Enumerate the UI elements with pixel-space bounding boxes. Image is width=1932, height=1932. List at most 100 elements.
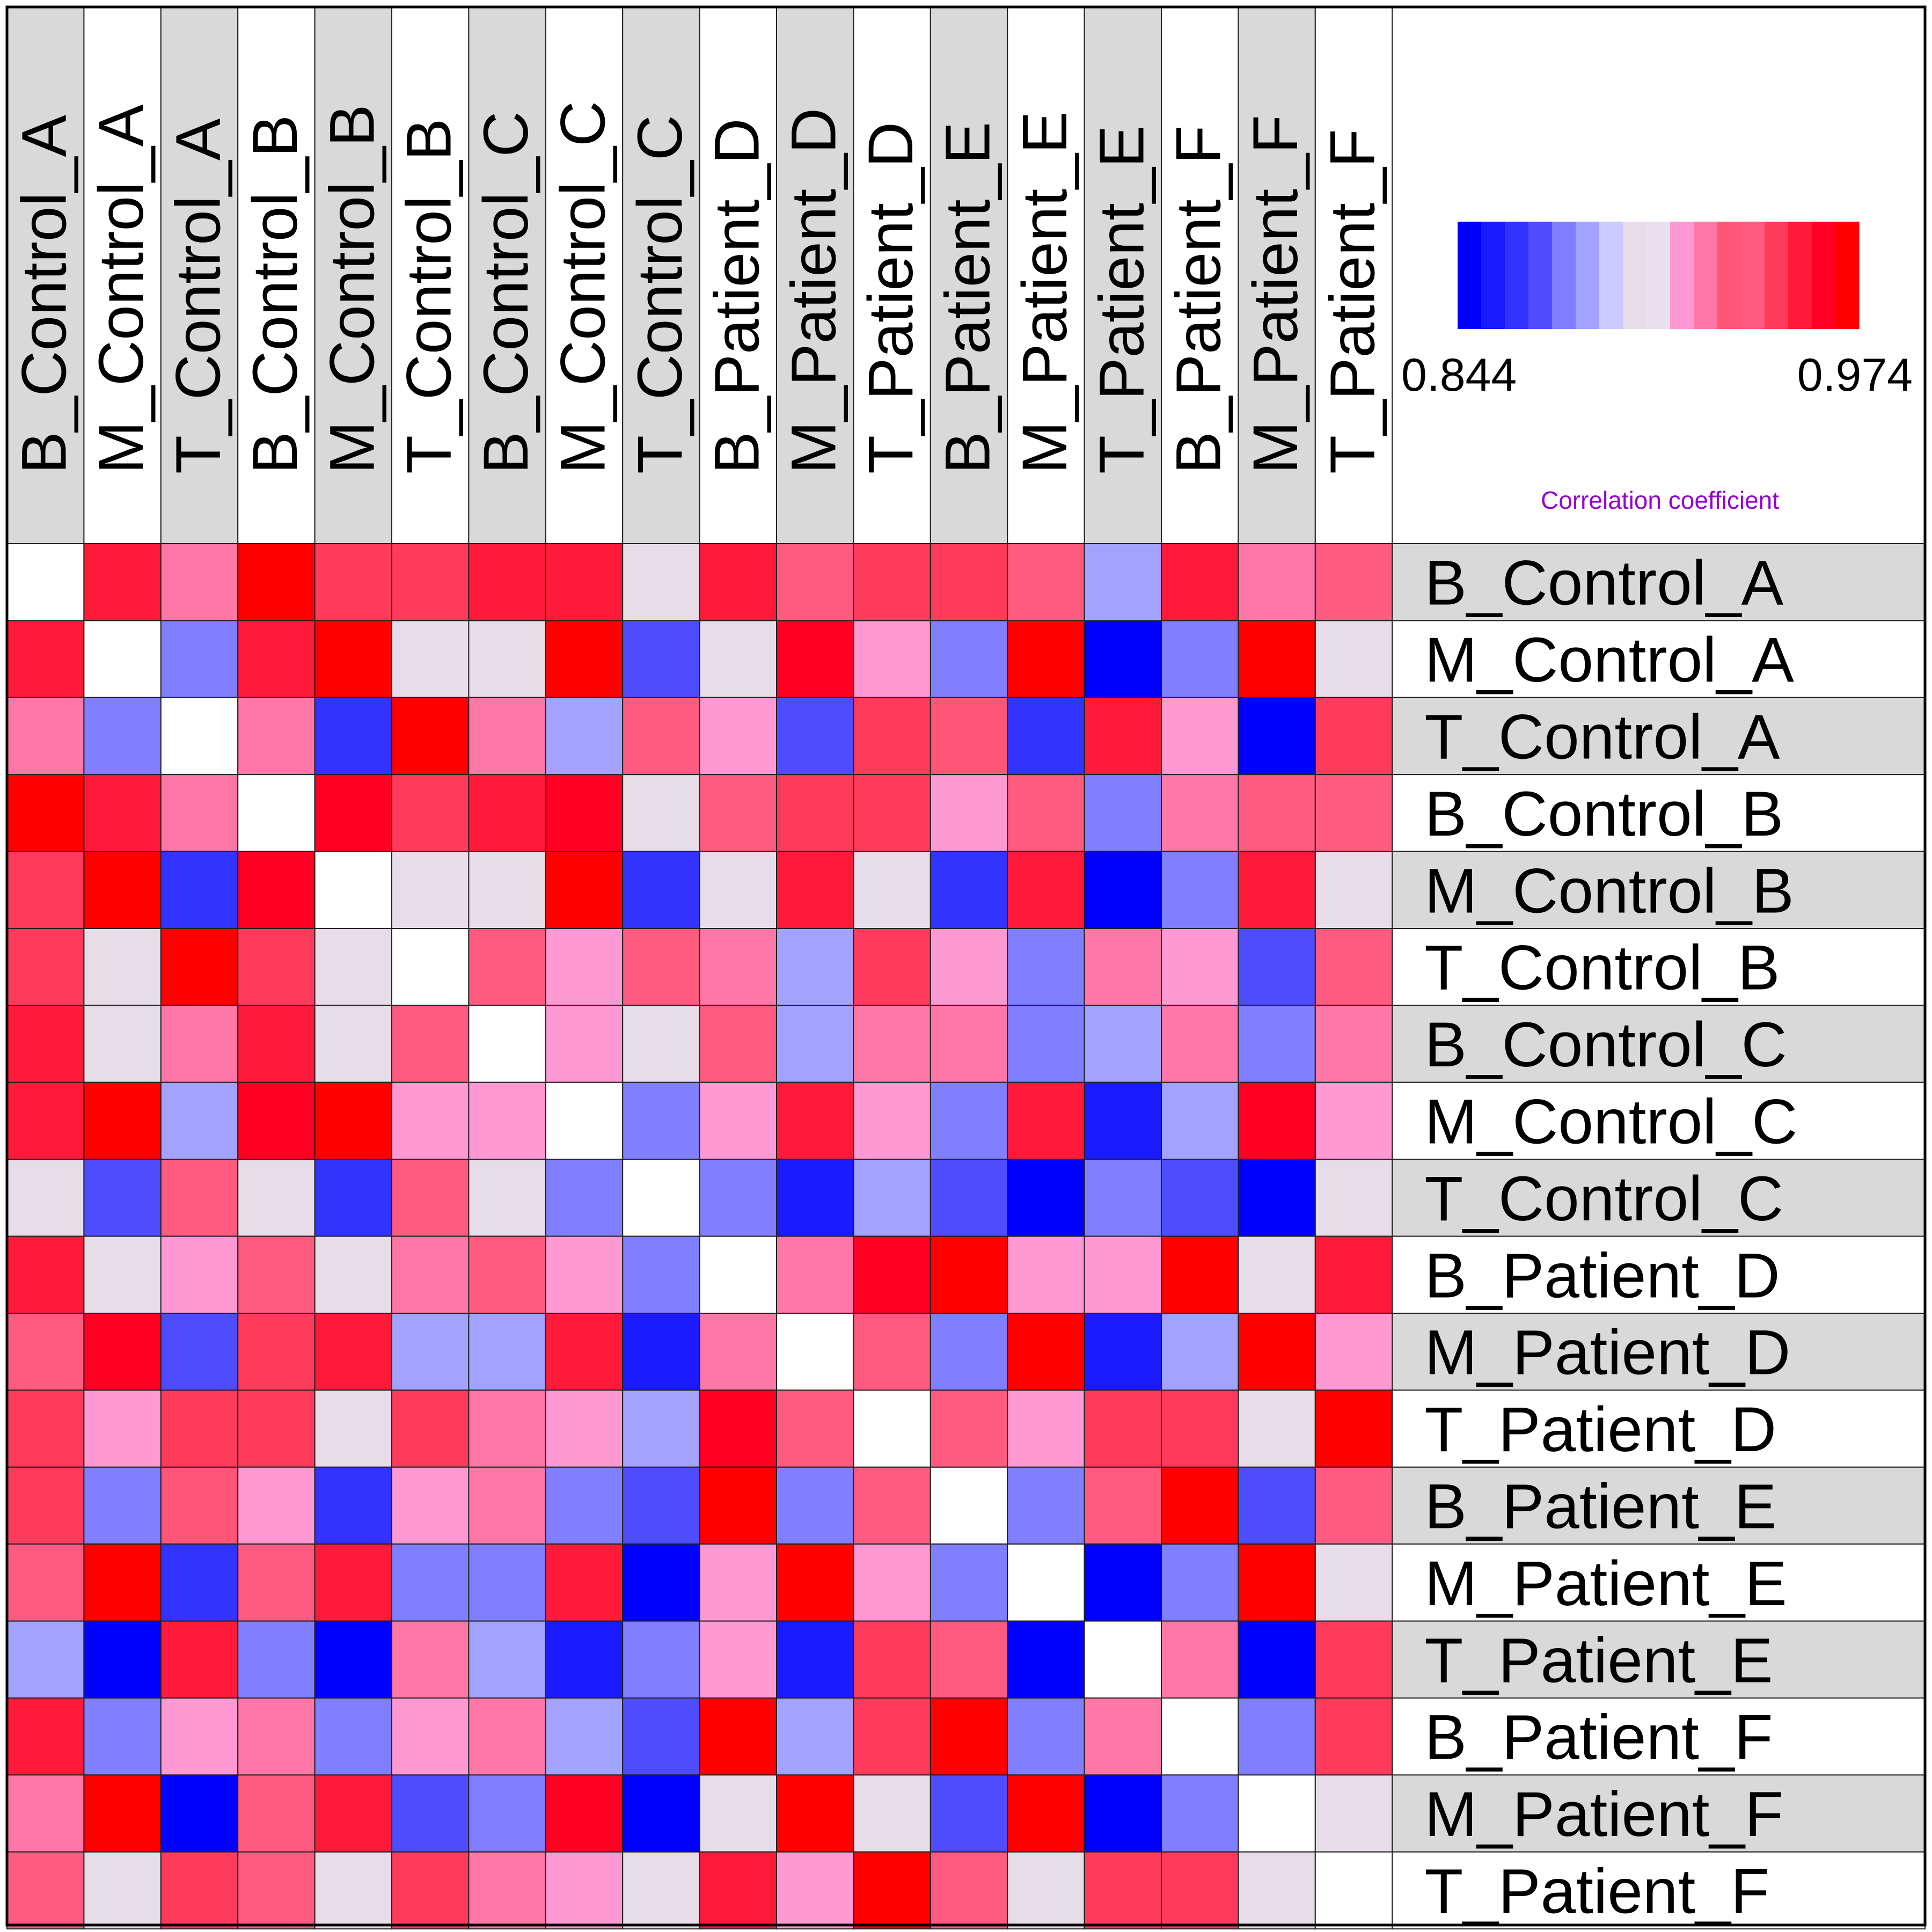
- heatmap-cell: [853, 928, 931, 1006]
- heatmap-cell: [545, 1697, 624, 1776]
- heatmap-cell: [776, 1081, 854, 1160]
- heatmap-cell: [545, 1159, 624, 1237]
- heatmap-cell: [776, 697, 854, 775]
- heatmap-cell: [930, 543, 1008, 621]
- heatmap-cell: [468, 774, 546, 852]
- row-header-cell: [1392, 1313, 1926, 1391]
- heatmap-cell: [853, 1081, 931, 1160]
- heatmap-cell: [1161, 1697, 1239, 1776]
- row-header-cell: [1392, 1005, 1926, 1083]
- heatmap-cell: [930, 1389, 1008, 1468]
- heatmap-cell: [853, 1005, 931, 1083]
- heatmap-cell: [699, 543, 777, 621]
- heatmap-cell: [930, 1235, 1008, 1314]
- heatmap-cell: [6, 851, 85, 929]
- heatmap-cell: [468, 1005, 546, 1083]
- column-label: T_Patient_E: [1086, 126, 1157, 474]
- heatmap-cell: [1161, 1081, 1239, 1160]
- legend-swatch: [1717, 222, 1741, 329]
- heatmap-cell: [160, 620, 239, 698]
- legend-max-label: 0.974: [1797, 349, 1913, 401]
- heatmap-cell: [237, 1697, 316, 1776]
- heatmap-cell: [1314, 1851, 1393, 1930]
- column-label: B_Control_A: [9, 115, 80, 474]
- legend-swatch: [1458, 222, 1482, 329]
- heatmap-cell: [83, 1620, 162, 1699]
- heatmap-cell: [1161, 1851, 1239, 1930]
- heatmap-cell: [1084, 1543, 1162, 1622]
- heatmap-cell: [237, 1235, 316, 1314]
- heatmap-cell: [1084, 851, 1162, 929]
- heatmap-cell: [391, 697, 470, 775]
- heatmap-cell: [622, 1389, 700, 1468]
- heatmap-cell: [622, 1005, 700, 1083]
- heatmap-cell: [83, 1235, 162, 1314]
- heatmap-cell: [930, 620, 1008, 698]
- heatmap-cell: [83, 1851, 162, 1930]
- heatmap-cell: [1161, 774, 1239, 852]
- heatmap-cell: [930, 1313, 1008, 1391]
- heatmap-cell: [160, 543, 239, 621]
- legend-swatch: [1646, 222, 1671, 329]
- heatmap-cell: [699, 1466, 777, 1545]
- heatmap-cell: [160, 1389, 239, 1468]
- heatmap-cell: [237, 1543, 316, 1622]
- heatmap-cell: [160, 1697, 239, 1776]
- heatmap-cell: [776, 1005, 854, 1083]
- heatmap-cell: [1314, 928, 1393, 1006]
- heatmap-cell: [83, 620, 162, 698]
- heatmap-cell: [776, 928, 854, 1006]
- heatmap-cell: [1007, 543, 1085, 621]
- heatmap-cell: [237, 1620, 316, 1699]
- heatmap-cell: [1238, 620, 1316, 698]
- heatmap-cell: [1314, 1697, 1393, 1776]
- heatmap-cell: [1007, 1543, 1085, 1622]
- heatmap-cell: [468, 1774, 546, 1853]
- column-label: M_Control_B: [317, 104, 387, 474]
- heatmap-cell: [776, 1235, 854, 1314]
- heatmap-cell: [1161, 1466, 1239, 1545]
- heatmap-cell: [545, 1466, 624, 1545]
- heatmap-cell: [699, 1081, 777, 1160]
- heatmap-cell: [1314, 543, 1393, 621]
- heatmap-cell: [160, 1543, 239, 1622]
- heatmap-cell: [468, 1851, 546, 1930]
- heatmap-cell: [237, 697, 316, 775]
- column-label: T_Control_C: [625, 115, 696, 474]
- heatmap-cell: [1314, 1543, 1393, 1622]
- column-label: B_Control_B: [240, 115, 311, 474]
- row-header-cell: [1392, 697, 1926, 775]
- heatmap-cell: [930, 928, 1008, 1006]
- heatmap-cell: [853, 774, 931, 852]
- heatmap-cell: [160, 774, 239, 852]
- heatmap-cell: [699, 1389, 777, 1468]
- heatmap-cell: [1161, 928, 1239, 1006]
- heatmap-cell: [6, 1697, 85, 1776]
- heatmap-cell: [1238, 1851, 1316, 1930]
- chart-frame: [5, 5, 1927, 1927]
- row-label: M_Control_C: [1424, 1087, 1797, 1158]
- heatmap-cell: [853, 1697, 931, 1776]
- heatmap-cell: [391, 1466, 470, 1545]
- heatmap-cell: [699, 1543, 777, 1622]
- heatmap-cell: [1007, 1081, 1085, 1160]
- heatmap-cell: [83, 697, 162, 775]
- row-header-cell: [1392, 1081, 1926, 1160]
- heatmap-cell: [699, 1313, 777, 1391]
- row-label: M_Control_A: [1424, 625, 1794, 696]
- heatmap-cell: [6, 1774, 85, 1853]
- heatmap-cell: [853, 1389, 931, 1468]
- heatmap-cell: [314, 1774, 392, 1853]
- heatmap-cell: [160, 1005, 239, 1083]
- heatmap-cell: [1007, 1697, 1085, 1776]
- heatmap-cell: [1161, 543, 1239, 621]
- heatmap-cell: [1238, 543, 1316, 621]
- column-label: B_Patient_E: [933, 122, 1004, 474]
- column-header-cell: [853, 6, 931, 544]
- heatmap-cell: [314, 851, 392, 929]
- legend-swatch: [1670, 222, 1694, 329]
- legend-color-bar: [1458, 222, 1860, 329]
- heatmap-cell: [1314, 1081, 1393, 1160]
- heatmap-cell: [391, 1851, 470, 1930]
